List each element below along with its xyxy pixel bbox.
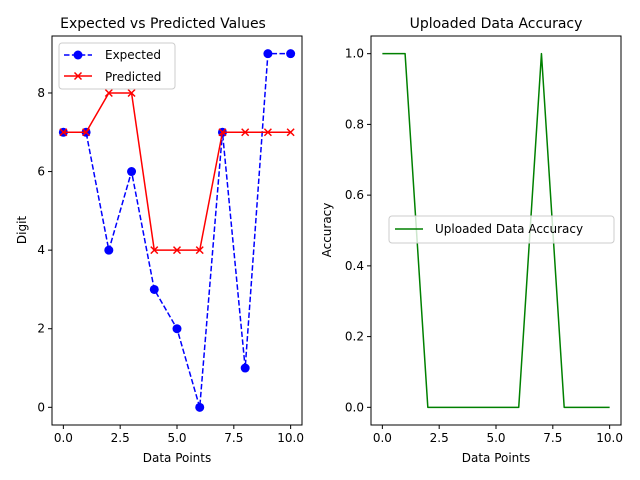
y-tick-label: 8	[37, 86, 45, 100]
series-point	[263, 128, 272, 137]
series-point	[172, 246, 182, 255]
right-legend: Uploaded Data Accuracy	[388, 215, 615, 244]
series-point	[241, 128, 250, 137]
left-legend: Expected Predicted	[58, 42, 176, 90]
series-point	[149, 284, 159, 294]
right-chart: Uploaded Data Accuracy 0.0 2.5 5.0 7.5 10.00…	[320, 16, 623, 465]
y-tick-label: 0.0	[345, 400, 364, 414]
legend-predicted-marker	[73, 71, 83, 81]
series-point	[59, 128, 68, 137]
left-y-axis-label: Digit	[15, 216, 29, 245]
series-point	[218, 128, 227, 137]
left-plot-area: 0.0 2.5 5.0 7.5 10.0 0 2 4 6 8	[37, 49, 304, 445]
right-chart-title: Uploaded Data Accuracy	[410, 16, 583, 32]
y-tick-label: 0.4	[345, 259, 364, 273]
x-tick-label: 0.0	[54, 431, 73, 445]
x-tick-label: 10.0	[277, 431, 304, 445]
series-point	[195, 246, 204, 255]
legend-predicted-label: Predicted	[105, 70, 161, 84]
series-point	[195, 402, 205, 412]
series-point	[104, 88, 113, 98]
x-tick-label: 2.5	[111, 431, 130, 445]
x-tick-label: 5.0	[486, 431, 505, 445]
x-tick-label: 7.5	[224, 431, 243, 445]
series-point	[240, 363, 250, 373]
legend-accuracy-label: Uploaded Data Accuracy	[435, 222, 583, 236]
series-point	[286, 128, 295, 137]
series-point	[263, 49, 273, 59]
y-tick-label: 6	[37, 165, 45, 179]
series-point	[82, 128, 91, 137]
left-x-axis-label: Data Points	[143, 451, 212, 465]
x-tick-label: 2.5	[430, 431, 449, 445]
x-tick-label: 5.0	[167, 431, 186, 445]
right-y-axis-label: Accuracy	[320, 203, 334, 258]
y-tick-label: 0.6	[345, 188, 364, 202]
y-tick-label: 1.0	[345, 47, 364, 61]
right-legend-box	[388, 215, 615, 244]
right-x-axis-label: Data Points	[462, 451, 531, 465]
y-tick-label: 0.8	[345, 117, 364, 131]
series-line-0	[382, 52, 610, 409]
left-chart: Expected vs Predicted Values 0.0 2.5 5.0 7.…	[15, 16, 304, 465]
x-tick-label: 0.0	[373, 431, 392, 445]
legend-expected-marker	[73, 50, 83, 60]
series-point	[172, 324, 182, 334]
y-tick-label: 0.2	[345, 330, 364, 344]
series-point	[127, 167, 137, 177]
right-axes-frame	[370, 35, 622, 426]
series-point	[150, 246, 159, 255]
y-tick-label: 2	[37, 322, 45, 336]
y-tick-label: 0	[37, 400, 45, 414]
series-point	[127, 88, 136, 98]
y-tick-label: 4	[37, 243, 45, 257]
left-chart-title: Expected vs Predicted Values	[60, 16, 266, 32]
right-plot-area: 0.0 2.5 5.0 7.5 10.0 0.0 0.2 0.4 0.6 0.8 1.0	[345, 47, 623, 445]
legend-expected-label: Expected	[105, 48, 161, 62]
left-axes-frame	[51, 35, 303, 426]
series-point	[286, 49, 296, 59]
x-tick-label: 10.0	[596, 431, 623, 445]
x-tick-label: 7.5	[543, 431, 562, 445]
series-point	[104, 245, 114, 255]
